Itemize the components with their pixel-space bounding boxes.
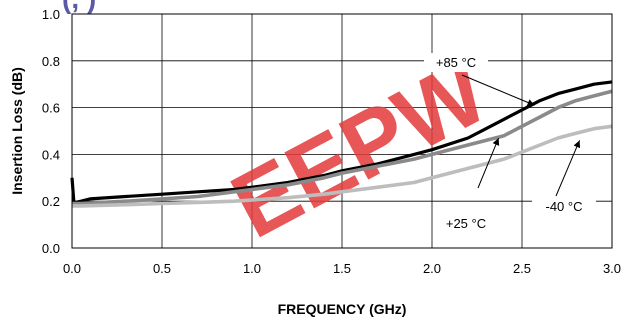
annotation-label: +85 °C xyxy=(436,55,476,70)
y-tick-label: 1.0 xyxy=(42,7,60,22)
annotation-arrowhead xyxy=(526,99,535,106)
annotation-arrow-line xyxy=(555,140,581,197)
plot-frame xyxy=(71,13,613,249)
annotation-arrow-line xyxy=(461,74,535,106)
annotation-arrow-line xyxy=(477,137,500,189)
x-tick-label: 0.5 xyxy=(153,261,171,276)
y-tick-label: 0.4 xyxy=(42,147,60,162)
series-line-2 xyxy=(72,89,613,206)
series-group xyxy=(70,80,613,208)
annotation-arrowhead xyxy=(573,140,581,149)
y-axis-title: Insertion Loss (dB) xyxy=(9,67,25,195)
series-line-3 xyxy=(72,124,613,208)
x-tick-label: 0.0 xyxy=(63,261,81,276)
series-line-1 xyxy=(70,80,613,204)
x-tick-label: 1.0 xyxy=(243,261,261,276)
annotation-arrowhead xyxy=(492,138,500,146)
x-axis-title: FREQUENCY (GHz) xyxy=(278,301,407,317)
y-tick-label: 0.6 xyxy=(42,101,60,116)
annotation-label: -40 °C xyxy=(546,199,583,214)
x-tick-label: 2.0 xyxy=(423,261,441,276)
partial-title: (, ) xyxy=(62,0,96,14)
x-tick-label: 2.5 xyxy=(513,261,531,276)
annotation-label-bg xyxy=(424,53,488,72)
tick-labels: 0.0 0.5 1.0 1.5 2.0 2.5 3.0 0.0 0.2 0.4 0.6 0.8 1.0 xyxy=(42,7,621,276)
x-tick-label: 1.5 xyxy=(333,261,351,276)
y-tick-label: 0.2 xyxy=(42,194,60,209)
y-tick-label: 0.0 xyxy=(42,241,60,256)
x-tick-label: 3.0 xyxy=(603,261,621,276)
annotation-label: +25 °C xyxy=(446,216,486,231)
annotations: +85 °C +25 °C -40 °C xyxy=(424,53,596,233)
annotation-label-bg xyxy=(434,214,498,233)
y-tick-label: 0.8 xyxy=(42,54,60,69)
annotation-label-bg xyxy=(532,197,596,216)
